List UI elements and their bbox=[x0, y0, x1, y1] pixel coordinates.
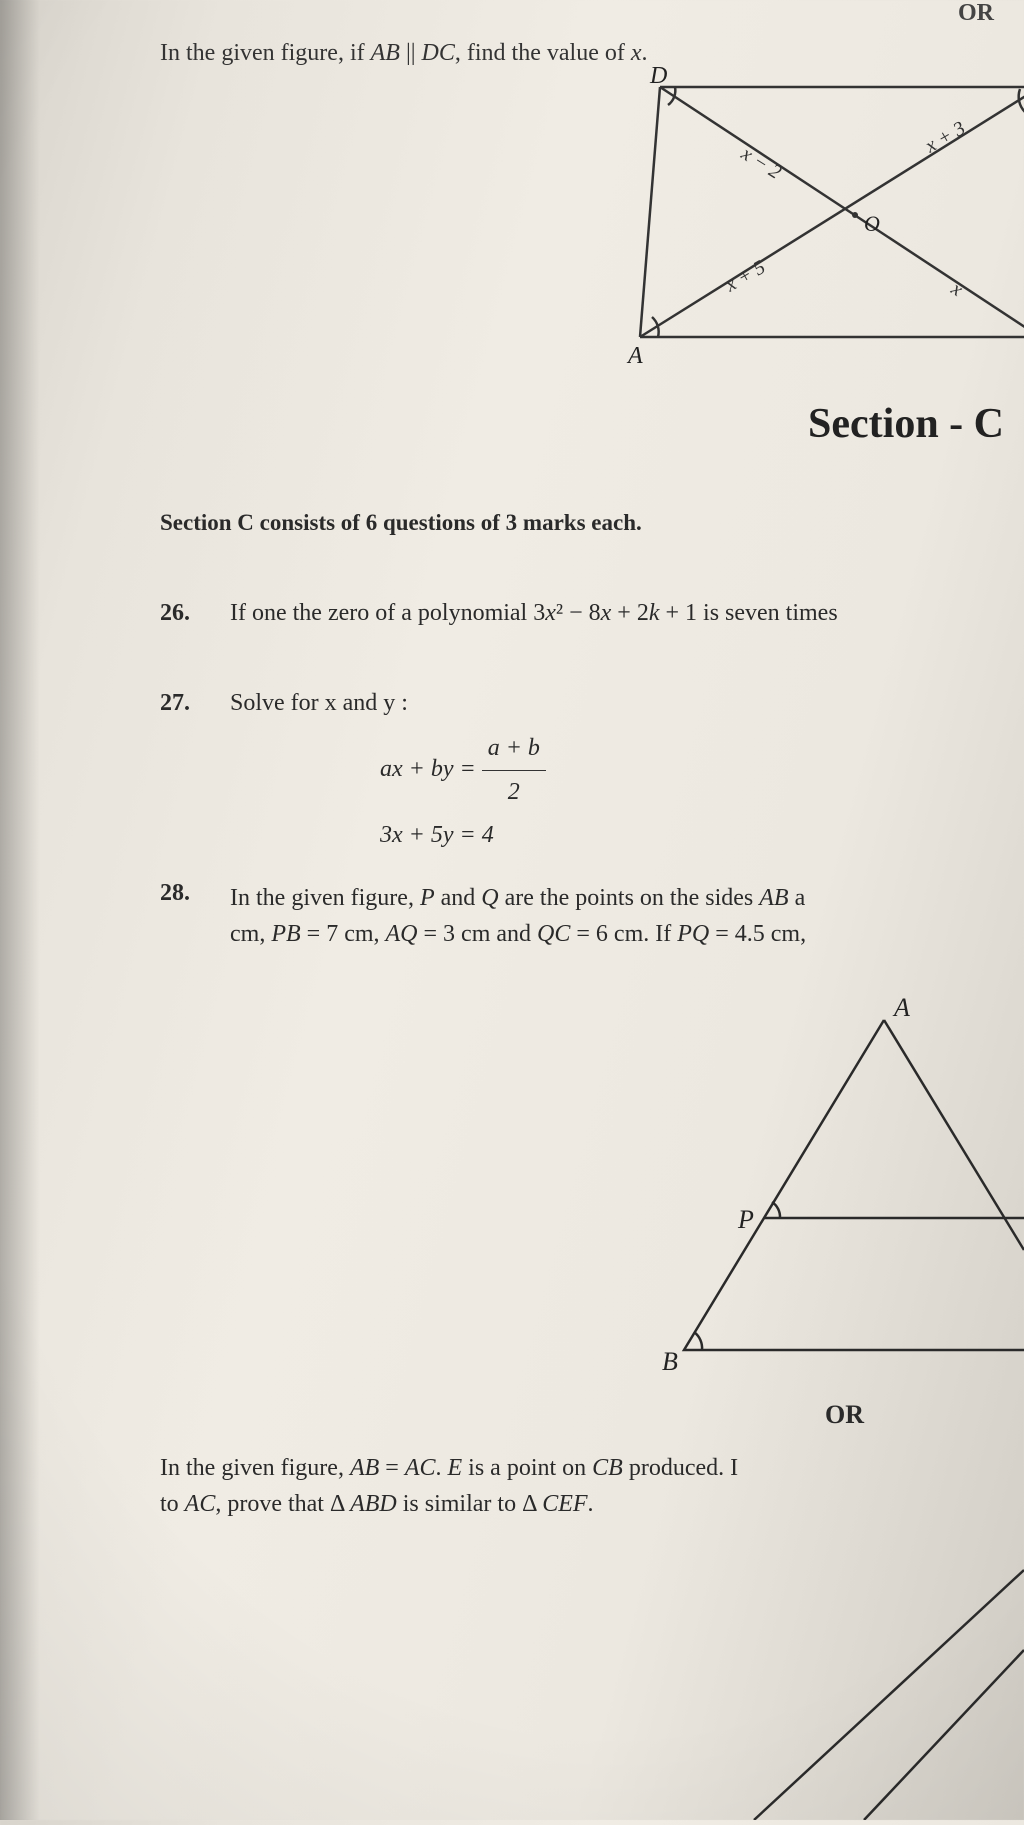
question-28-or: In the given figure, AB = AC. E is a poi… bbox=[160, 1450, 1014, 1522]
q26-body: If one the zero of a polynomial 3x² − 8x… bbox=[230, 600, 1024, 627]
figure-1: D A O x − 2 x + 3 x + 5 x bbox=[620, 67, 1024, 367]
q26-number: 26. bbox=[160, 600, 190, 627]
section-description: Section C consists of 6 questions of 3 m… bbox=[160, 510, 642, 536]
q27-eq1-den: 2 bbox=[482, 771, 546, 814]
or-label-top: OR bbox=[958, 0, 994, 27]
q27-body: Solve for x and y : ax + by = a + b 2 3x… bbox=[230, 690, 1024, 858]
question-28: 28. In the given figure, P and Q are the… bbox=[160, 880, 1024, 952]
question-27: 27. Solve for x and y : ax + by = a + b … bbox=[160, 690, 1024, 858]
figure-1-svg: D A O x − 2 x + 3 x + 5 x bbox=[620, 67, 1024, 367]
or-label-mid: OR bbox=[825, 1400, 864, 1430]
edge-ac bbox=[884, 1020, 1024, 1250]
angle-c bbox=[1019, 89, 1024, 112]
fig3-line2 bbox=[864, 1650, 1024, 1820]
q27-eq1-frac: a + b 2 bbox=[482, 727, 546, 814]
diag-ac bbox=[640, 87, 1024, 337]
section-title: Section - C bbox=[808, 400, 1004, 448]
q27-eq1-lhs: ax + by bbox=[380, 756, 454, 782]
q27-eq1-num: a + b bbox=[482, 727, 546, 771]
label-p2: P bbox=[737, 1205, 754, 1234]
q27-text: Solve for x and y : bbox=[230, 690, 408, 716]
label-b2: B bbox=[662, 1347, 678, 1370]
point-o bbox=[852, 212, 858, 218]
page-content: OR In the given figure, if AB || DC, fin… bbox=[0, 0, 1024, 1820]
q28-number: 28. bbox=[160, 880, 190, 907]
angle-p bbox=[772, 1202, 780, 1218]
label-a: A bbox=[626, 343, 643, 367]
label-oc: x + 3 bbox=[921, 117, 970, 158]
intro-text: In the given figure, if AB || DC, find t… bbox=[160, 40, 1024, 67]
label-a2: A bbox=[892, 993, 910, 1022]
q27-equations: ax + by = a + b 2 3x + 5y = 4 bbox=[380, 727, 1024, 858]
q27-eq1: ax + by = a + b 2 bbox=[380, 727, 1024, 814]
q28-body: In the given figure, P and Q are the poi… bbox=[230, 880, 1024, 952]
question-26: 26. If one the zero of a polynomial 3x² … bbox=[160, 600, 1024, 627]
figure-3-svg bbox=[664, 1560, 1024, 1820]
figure-2-svg: A P B bbox=[644, 990, 1024, 1370]
label-ob: x bbox=[947, 277, 967, 301]
edge-da bbox=[640, 87, 660, 337]
fig3-line1 bbox=[754, 1570, 1024, 1820]
figure-2: A P B bbox=[644, 990, 1024, 1370]
triangle-outline bbox=[684, 1020, 1024, 1350]
label-d: D bbox=[649, 67, 667, 89]
label-do: x − 2 bbox=[737, 142, 785, 184]
q27-eq2: 3x + 5y = 4 bbox=[380, 814, 1024, 857]
angle-b bbox=[694, 1332, 702, 1350]
figure-3 bbox=[664, 1560, 1024, 1820]
label-o: O bbox=[864, 211, 880, 236]
q27-number: 27. bbox=[160, 690, 190, 717]
